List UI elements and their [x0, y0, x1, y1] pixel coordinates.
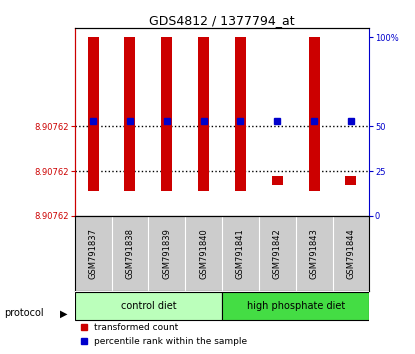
- Text: GSM791838: GSM791838: [125, 228, 134, 279]
- Bar: [309, 37, 320, 191]
- Text: GSM791839: GSM791839: [162, 228, 171, 279]
- Text: GSM791840: GSM791840: [199, 228, 208, 279]
- Text: high phosphate diet: high phosphate diet: [247, 301, 345, 311]
- Bar: [198, 37, 209, 191]
- Bar: [272, 176, 283, 185]
- Text: GSM791842: GSM791842: [273, 228, 282, 279]
- Bar: [161, 37, 172, 191]
- Text: GSM791837: GSM791837: [89, 228, 98, 279]
- Text: control diet: control diet: [120, 301, 176, 311]
- Text: transformed count: transformed count: [94, 323, 178, 332]
- Text: protocol: protocol: [4, 308, 44, 318]
- Bar: [124, 37, 135, 191]
- Text: GSM791843: GSM791843: [310, 228, 319, 279]
- Text: percentile rank within the sample: percentile rank within the sample: [94, 337, 247, 346]
- Bar: [75, 292, 222, 320]
- Bar: [345, 176, 356, 185]
- Bar: [222, 292, 369, 320]
- Text: ▶: ▶: [60, 308, 68, 318]
- Text: GSM791844: GSM791844: [347, 228, 355, 279]
- Bar: [88, 37, 99, 191]
- Bar: [235, 37, 246, 191]
- Title: GDS4812 / 1377794_at: GDS4812 / 1377794_at: [149, 14, 295, 27]
- Text: GSM791841: GSM791841: [236, 228, 245, 279]
